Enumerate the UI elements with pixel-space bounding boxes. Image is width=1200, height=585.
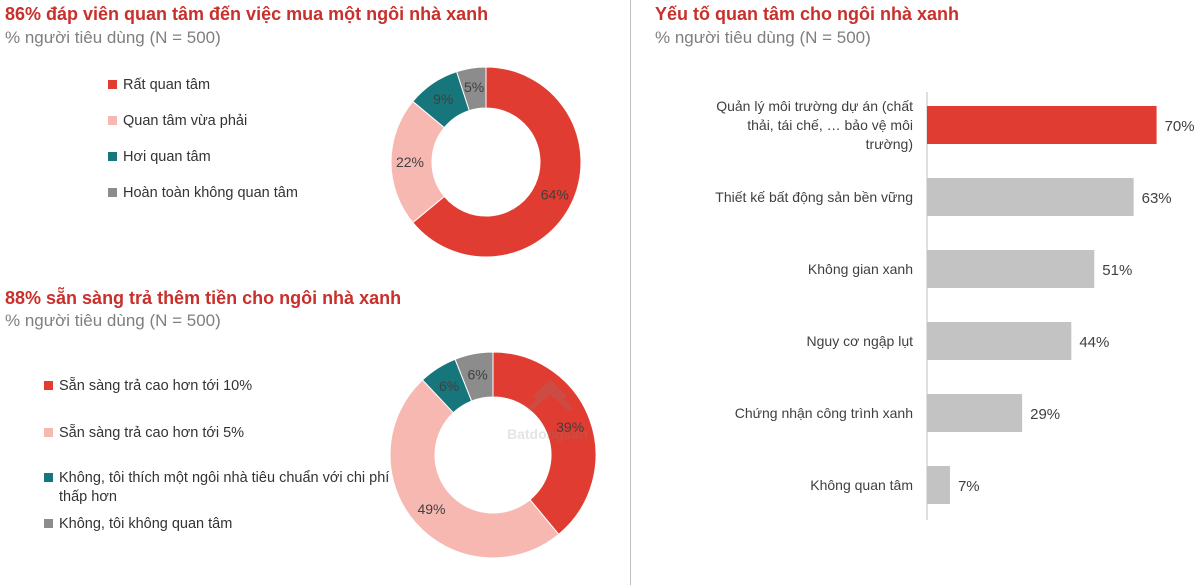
bar (927, 466, 950, 504)
legend-item: Hơi quan tâm (108, 148, 211, 167)
slice-label: 49% (417, 501, 445, 517)
legend-label: Quan tâm vừa phải (123, 113, 248, 129)
legend-swatch (108, 80, 117, 89)
legend-item: Không, tôi không quan tâm (44, 515, 232, 534)
legend-swatch (44, 381, 53, 390)
bar (927, 106, 1157, 144)
legend-swatch (44, 519, 53, 528)
donut1-subtitle: % người tiêu dùng (N = 500) (5, 28, 221, 47)
slice-label: 22% (396, 154, 424, 170)
bar (927, 250, 1095, 288)
bar (927, 394, 1023, 432)
legend-item: Sẵn sàng trả cao hơn tới 5% (44, 424, 244, 443)
watermark-logo: Batdongsan (505, 368, 595, 448)
bar-chart-subtitle: % người tiêu dùng (N = 500) (655, 28, 871, 47)
legend-item: Hoàn toàn không quan tâm (108, 184, 298, 203)
bar-value-label: 51% (1102, 262, 1132, 279)
donut1-title: 86% đáp viên quan tâm đến việc mua một n… (5, 4, 489, 24)
legend-item: Không, tôi thích một ngôi nhà tiêu chuẩn… (44, 469, 404, 507)
legend-label: Sẵn sàng trả cao hơn tới 5% (59, 425, 245, 441)
slice-label: 64% (541, 186, 569, 202)
panel-divider (630, 0, 631, 585)
legend-swatch (44, 428, 53, 437)
legend-label: Sẵn sàng trả cao hơn tới 10% (59, 378, 253, 394)
bar-value-label: 7% (958, 478, 980, 495)
slice-label: 5% (464, 79, 484, 95)
donut-slice (412, 66, 582, 258)
legend-label: Rất quan tâm (123, 77, 211, 93)
legend-swatch (108, 152, 117, 161)
legend-swatch (108, 188, 117, 197)
legend-label: Không, tôi không quan tâm (59, 516, 233, 532)
bar-chart-title: Yếu tố quan tâm cho ngôi nhà xanh (655, 4, 960, 24)
donut-chart-willingness: 39% 49% 6% 6% (389, 351, 597, 559)
legend-label: Hoàn toàn không quan tâm (123, 185, 298, 201)
bar-value-label: 44% (1079, 334, 1109, 351)
bar (927, 178, 1134, 216)
legend-item: Rất quan tâm (108, 76, 210, 95)
legend-swatch (44, 473, 53, 482)
slice-label: 39% (556, 419, 584, 435)
donut2-title: 88% sẵn sàng trả thêm tiền cho ngôi nhà … (5, 288, 402, 308)
donut-chart-interest: 64% 22% 9% 5% (390, 66, 582, 258)
legend-swatch (108, 116, 117, 125)
bar-category-label: Nguy cơ ngập lụt (807, 333, 914, 349)
bar-chart-factors: 70% Quản lý môi trường dự án (chất thải, t… (715, 92, 1195, 520)
bar-category-label: Chứng nhận công trình xanh (735, 405, 913, 421)
donut-slice (456, 66, 487, 112)
bar-value-label: 70% (1165, 118, 1195, 135)
slice-label: 6% (468, 366, 488, 382)
legend-label: Không, tôi thích một ngôi nhà tiêu chuẩn… (59, 470, 390, 505)
legend-label: Hơi quan tâm (123, 149, 211, 165)
bar (927, 322, 1072, 360)
slice-label: 9% (433, 91, 453, 107)
watermark-icon (527, 379, 573, 412)
bar-category-label: Quản lý môi trường dự án (chất thải, tái … (716, 98, 913, 152)
legend-item: Quan tâm vừa phải (108, 112, 247, 131)
bar-category-label: Không quan tâm (810, 477, 913, 493)
donut-slice (492, 351, 597, 536)
legend-item: Sẵn sàng trả cao hơn tới 10% (44, 377, 252, 396)
watermark-text: Batdongsan (507, 426, 588, 442)
bar-value-label: 29% (1030, 406, 1060, 423)
slice-label: 6% (439, 378, 459, 394)
donut2-subtitle: % người tiêu dùng (N = 500) (5, 311, 221, 330)
bar-value-label: 63% (1142, 190, 1172, 207)
bar-category-label: Không gian xanh (808, 261, 913, 277)
donut-slice (454, 351, 494, 402)
donut-slice (389, 379, 560, 559)
bar-category-label: Thiết kế bất động sản bền vững (715, 189, 913, 205)
